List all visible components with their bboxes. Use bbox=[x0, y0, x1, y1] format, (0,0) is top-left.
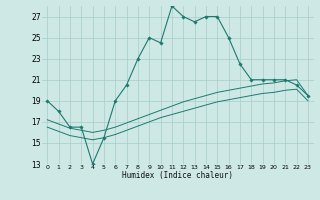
X-axis label: Humidex (Indice chaleur): Humidex (Indice chaleur) bbox=[122, 171, 233, 180]
